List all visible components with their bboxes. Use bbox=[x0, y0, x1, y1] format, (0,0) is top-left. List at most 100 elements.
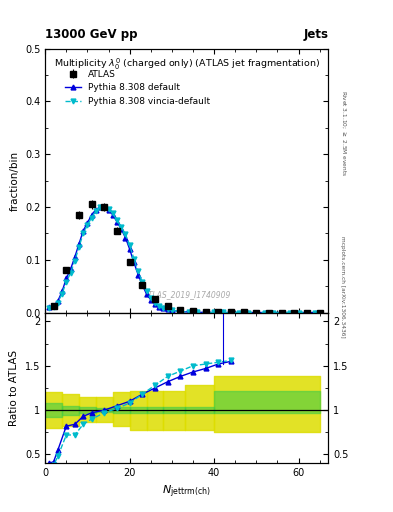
Pythia 8.308 vincia-default bbox=[186, 309, 191, 315]
Pythia 8.308 vincia-default bbox=[149, 295, 153, 301]
Pythia 8.308 default bbox=[85, 220, 90, 226]
Pythia 8.308 default bbox=[47, 304, 52, 310]
Pythia 8.308 vincia-default bbox=[89, 215, 94, 221]
Pythia 8.308 vincia-default bbox=[246, 309, 250, 315]
Pythia 8.308 vincia-default bbox=[144, 288, 149, 294]
Line: Pythia 8.308 default: Pythia 8.308 default bbox=[47, 205, 318, 315]
Pythia 8.308 vincia-default bbox=[85, 222, 90, 228]
Pythia 8.308 default bbox=[110, 212, 115, 218]
Pythia 8.308 default bbox=[98, 204, 103, 210]
Pythia 8.308 default bbox=[55, 298, 60, 304]
Pythia 8.308 vincia-default bbox=[94, 207, 98, 214]
Pythia 8.308 default bbox=[72, 254, 77, 260]
Y-axis label: fraction/bin: fraction/bin bbox=[9, 151, 19, 210]
Pythia 8.308 vincia-default bbox=[119, 224, 123, 230]
Pythia 8.308 default bbox=[106, 206, 111, 212]
Pythia 8.308 default bbox=[64, 275, 69, 281]
Pythia 8.308 default bbox=[203, 309, 208, 315]
Pythia 8.308 default bbox=[254, 309, 259, 315]
Pythia 8.308 vincia-default bbox=[110, 210, 115, 217]
Pythia 8.308 default bbox=[94, 206, 98, 212]
Pythia 8.308 default bbox=[127, 246, 132, 252]
Pythia 8.308 default bbox=[81, 228, 86, 234]
Pythia 8.308 vincia-default bbox=[254, 309, 259, 315]
Pythia 8.308 default bbox=[169, 307, 174, 313]
Pythia 8.308 vincia-default bbox=[81, 230, 86, 237]
Pythia 8.308 vincia-default bbox=[271, 309, 275, 315]
Text: Rivet 3.1.10; $\geq$ 2.5M events: Rivet 3.1.10; $\geq$ 2.5M events bbox=[340, 90, 347, 176]
Pythia 8.308 default bbox=[149, 297, 153, 303]
Pythia 8.308 vincia-default bbox=[102, 204, 107, 210]
Pythia 8.308 default bbox=[132, 260, 136, 266]
Pythia 8.308 default bbox=[246, 309, 250, 315]
Pythia 8.308 default bbox=[279, 309, 284, 315]
Pythia 8.308 vincia-default bbox=[127, 242, 132, 248]
Pythia 8.308 default bbox=[165, 306, 170, 312]
Pythia 8.308 vincia-default bbox=[203, 309, 208, 315]
Pythia 8.308 vincia-default bbox=[212, 309, 217, 315]
Pythia 8.308 default bbox=[144, 291, 149, 297]
Pythia 8.308 default bbox=[161, 305, 166, 311]
Pythia 8.308 default bbox=[115, 219, 119, 225]
Pythia 8.308 vincia-default bbox=[263, 309, 267, 315]
Pythia 8.308 default bbox=[271, 309, 275, 315]
Pythia 8.308 default bbox=[186, 309, 191, 315]
Legend: ATLAS, Pythia 8.308 default, Pythia 8.308 vincia-default: ATLAS, Pythia 8.308 default, Pythia 8.30… bbox=[61, 67, 214, 110]
Pythia 8.308 default bbox=[77, 241, 81, 247]
Pythia 8.308 default bbox=[229, 309, 233, 315]
Pythia 8.308 vincia-default bbox=[161, 305, 166, 311]
Pythia 8.308 vincia-default bbox=[279, 309, 284, 315]
Pythia 8.308 vincia-default bbox=[169, 307, 174, 313]
Pythia 8.308 vincia-default bbox=[72, 258, 77, 264]
Pythia 8.308 default bbox=[178, 308, 183, 314]
Y-axis label: Ratio to ATLAS: Ratio to ATLAS bbox=[9, 350, 19, 426]
Pythia 8.308 default bbox=[212, 309, 217, 315]
Pythia 8.308 default bbox=[123, 234, 128, 241]
Pythia 8.308 vincia-default bbox=[47, 305, 52, 311]
Pythia 8.308 vincia-default bbox=[60, 290, 64, 296]
Pythia 8.308 default bbox=[51, 303, 56, 309]
Pythia 8.308 default bbox=[305, 309, 309, 315]
Pythia 8.308 default bbox=[102, 204, 107, 210]
Pythia 8.308 vincia-default bbox=[115, 217, 119, 223]
Pythia 8.308 vincia-default bbox=[136, 268, 140, 274]
Pythia 8.308 default bbox=[296, 309, 301, 315]
Text: ATLAS_2019_I1740909: ATLAS_2019_I1740909 bbox=[143, 290, 230, 300]
Pythia 8.308 vincia-default bbox=[132, 255, 136, 262]
Pythia 8.308 vincia-default bbox=[55, 300, 60, 306]
Pythia 8.308 vincia-default bbox=[165, 306, 170, 312]
Pythia 8.308 vincia-default bbox=[296, 309, 301, 315]
Pythia 8.308 default bbox=[140, 282, 145, 288]
Pythia 8.308 default bbox=[288, 309, 292, 315]
Pythia 8.308 default bbox=[119, 226, 123, 232]
Pythia 8.308 default bbox=[89, 212, 94, 218]
Pythia 8.308 default bbox=[313, 309, 318, 315]
Pythia 8.308 vincia-default bbox=[195, 309, 200, 315]
Pythia 8.308 vincia-default bbox=[123, 231, 128, 238]
Pythia 8.308 vincia-default bbox=[140, 279, 145, 285]
Pythia 8.308 vincia-default bbox=[305, 309, 309, 315]
Text: mcplots.cern.ch [arXiv:1306.3436]: mcplots.cern.ch [arXiv:1306.3436] bbox=[340, 236, 345, 337]
Pythia 8.308 vincia-default bbox=[288, 309, 292, 315]
Text: Multiplicity $\lambda_0^0$ (charged only) (ATLAS jet fragmentation): Multiplicity $\lambda_0^0$ (charged only… bbox=[54, 56, 320, 72]
Pythia 8.308 vincia-default bbox=[77, 244, 81, 250]
Pythia 8.308 vincia-default bbox=[106, 206, 111, 212]
Pythia 8.308 default bbox=[136, 271, 140, 278]
Pythia 8.308 vincia-default bbox=[178, 308, 183, 314]
Pythia 8.308 default bbox=[195, 309, 200, 315]
Pythia 8.308 default bbox=[157, 304, 162, 310]
Pythia 8.308 vincia-default bbox=[152, 300, 157, 306]
Text: 13000 GeV pp: 13000 GeV pp bbox=[45, 28, 138, 41]
Pythia 8.308 vincia-default bbox=[157, 303, 162, 309]
Pythia 8.308 default bbox=[68, 266, 73, 272]
Pythia 8.308 default bbox=[220, 309, 225, 315]
Pythia 8.308 vincia-default bbox=[229, 309, 233, 315]
Line: Pythia 8.308 vincia-default: Pythia 8.308 vincia-default bbox=[47, 205, 318, 315]
Text: Jets: Jets bbox=[303, 28, 328, 41]
Pythia 8.308 vincia-default bbox=[51, 304, 56, 310]
Pythia 8.308 vincia-default bbox=[68, 270, 73, 276]
Pythia 8.308 vincia-default bbox=[237, 309, 242, 315]
Pythia 8.308 default bbox=[263, 309, 267, 315]
Pythia 8.308 default bbox=[237, 309, 242, 315]
Pythia 8.308 default bbox=[152, 301, 157, 307]
